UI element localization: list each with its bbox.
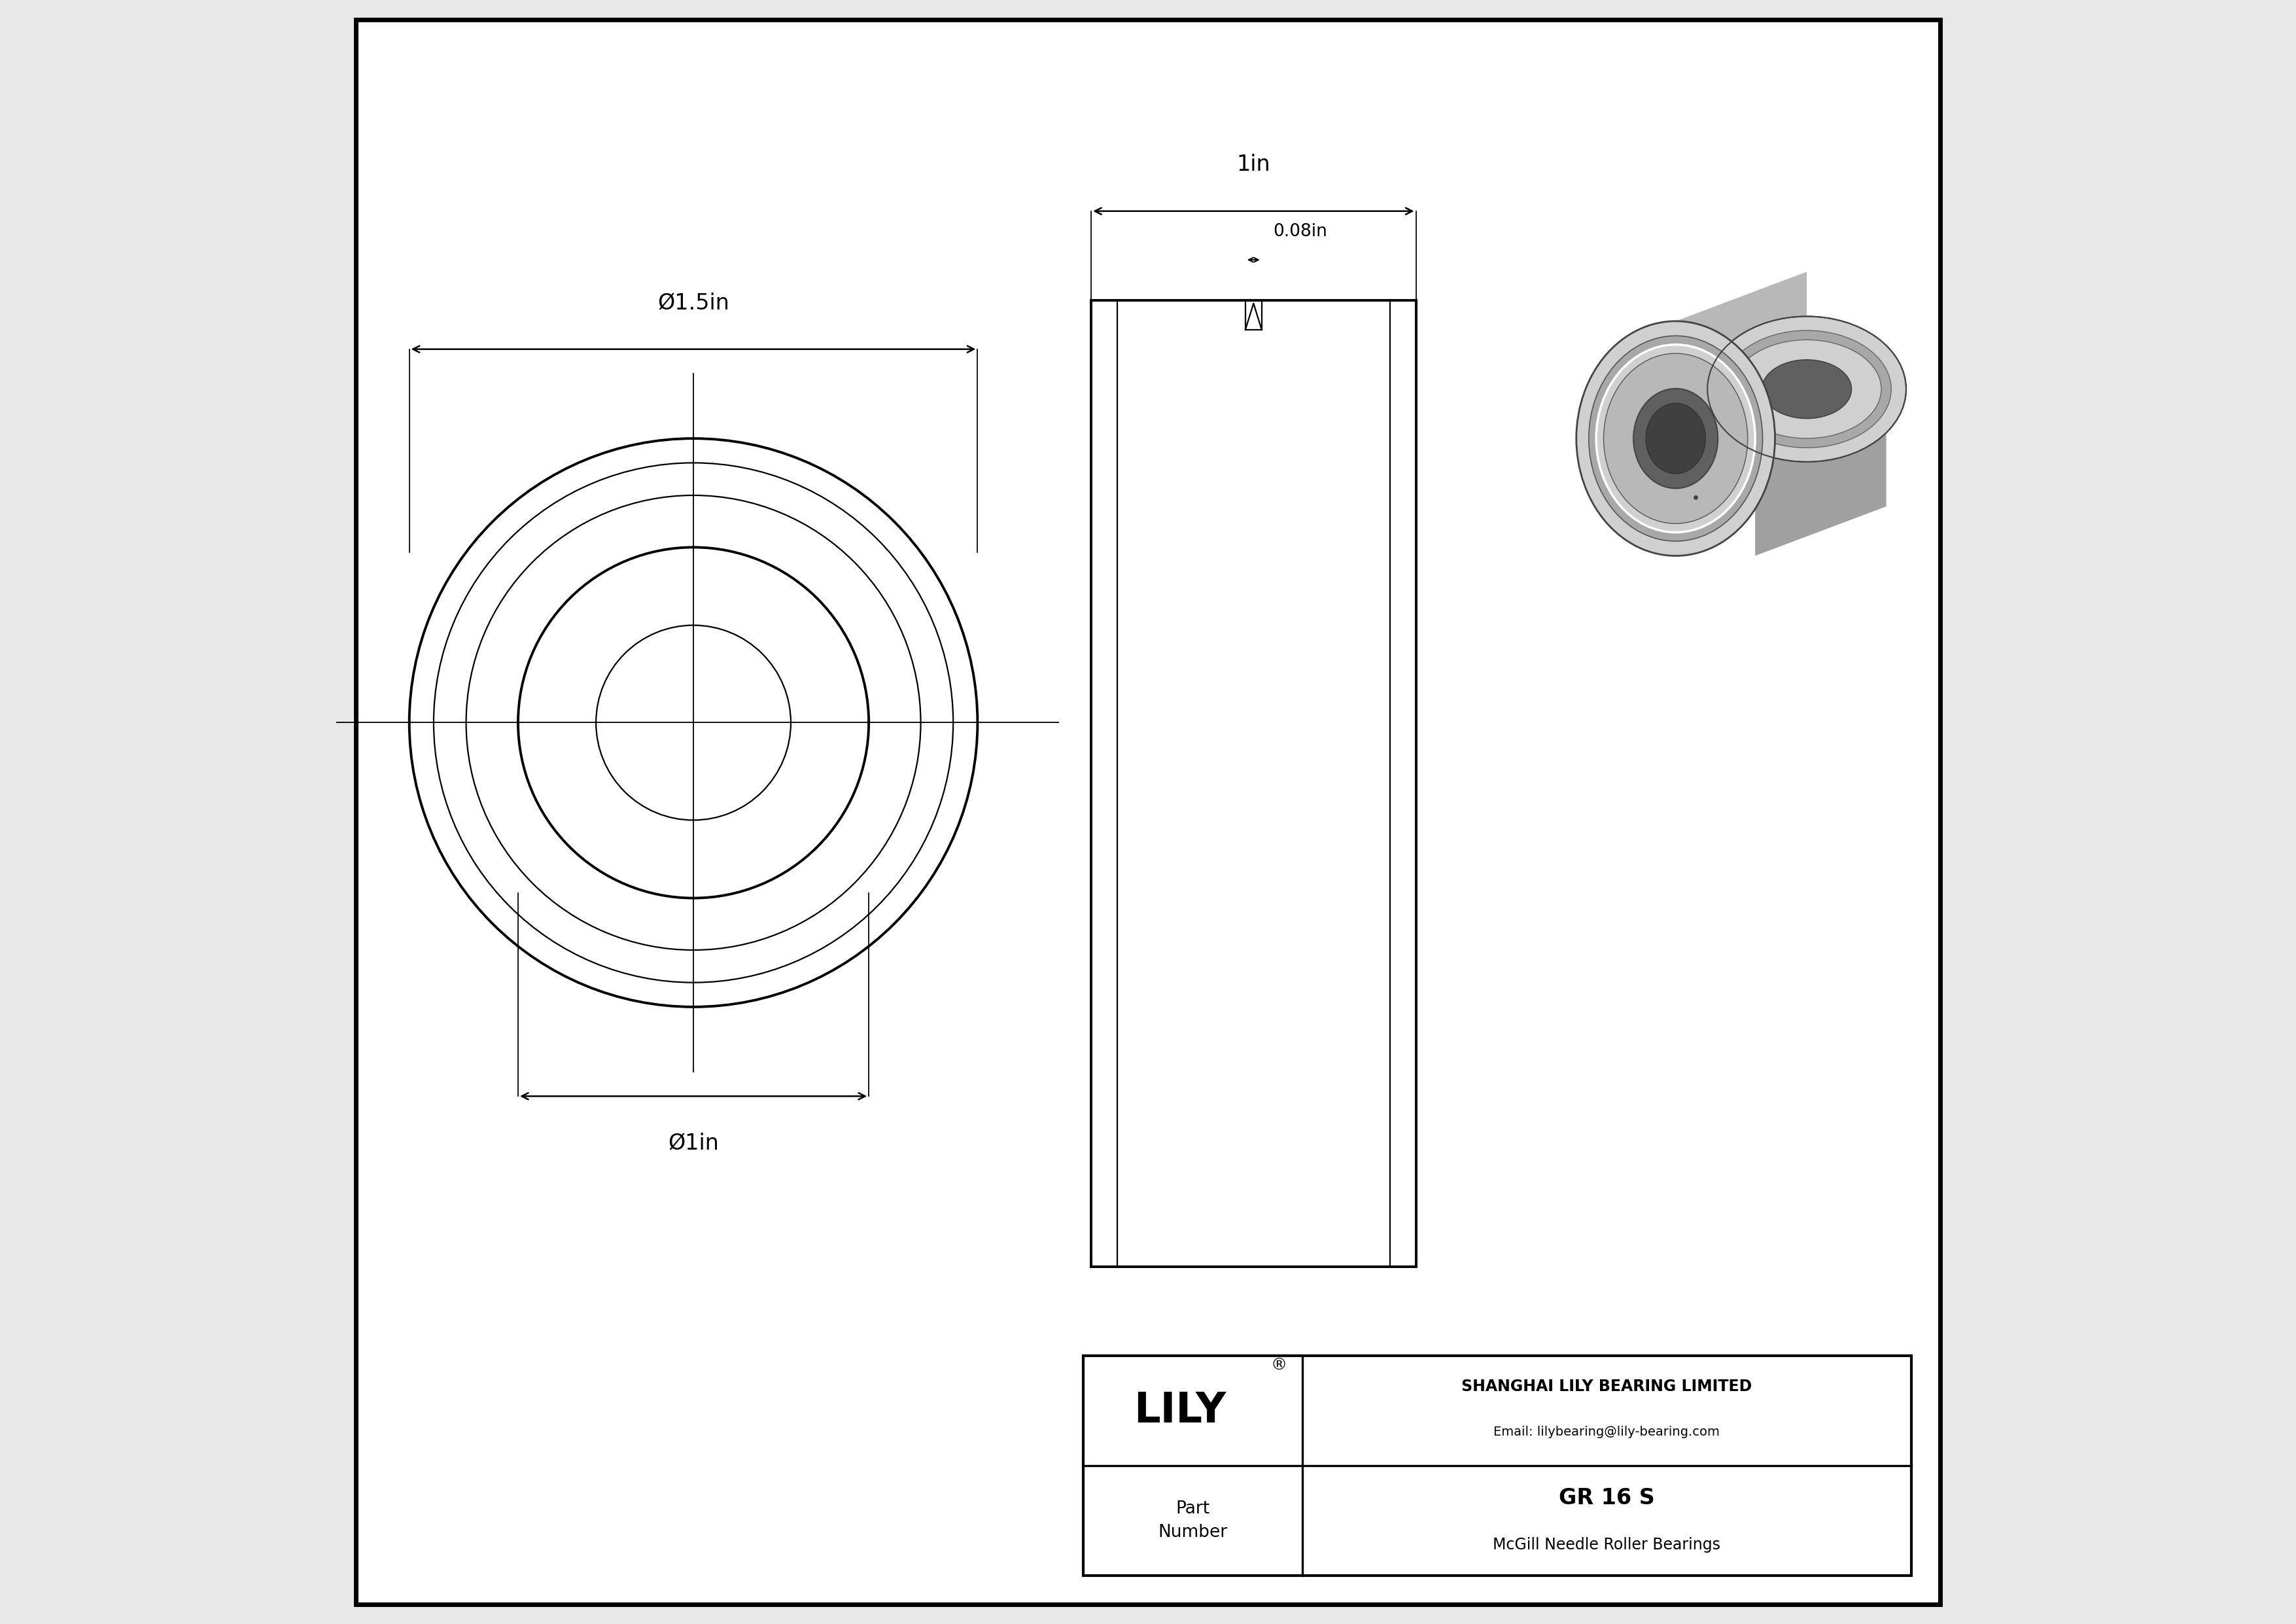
Text: Email: lilybearing@lily-bearing.com: Email: lilybearing@lily-bearing.com xyxy=(1492,1426,1720,1439)
Ellipse shape xyxy=(1603,354,1747,523)
Bar xyxy=(1091,300,1417,1267)
Bar xyxy=(1084,1356,1910,1575)
Polygon shape xyxy=(1754,390,1887,555)
Polygon shape xyxy=(1676,320,1807,403)
Ellipse shape xyxy=(1632,388,1717,489)
Text: ®: ® xyxy=(1270,1358,1288,1374)
Text: LILY: LILY xyxy=(1134,1390,1226,1431)
Ellipse shape xyxy=(1731,339,1880,438)
Text: 0.08in: 0.08in xyxy=(1272,224,1327,240)
Polygon shape xyxy=(1676,320,1807,551)
Polygon shape xyxy=(1676,271,1807,538)
Ellipse shape xyxy=(1596,344,1754,533)
Ellipse shape xyxy=(1722,330,1892,448)
Ellipse shape xyxy=(1646,403,1706,474)
Ellipse shape xyxy=(1589,336,1763,541)
Text: McGill Needle Roller Bearings: McGill Needle Roller Bearings xyxy=(1492,1536,1720,1553)
Text: Ø1in: Ø1in xyxy=(668,1132,719,1153)
Ellipse shape xyxy=(1577,322,1775,555)
Ellipse shape xyxy=(1761,361,1851,419)
Text: Part
Number: Part Number xyxy=(1157,1501,1228,1541)
Text: 1in: 1in xyxy=(1238,154,1270,175)
Text: GR 16 S: GR 16 S xyxy=(1559,1488,1655,1509)
Ellipse shape xyxy=(1708,317,1906,461)
Text: Ø1.5in: Ø1.5in xyxy=(657,292,730,313)
Text: SHANGHAI LILY BEARING LIMITED: SHANGHAI LILY BEARING LIMITED xyxy=(1460,1379,1752,1395)
